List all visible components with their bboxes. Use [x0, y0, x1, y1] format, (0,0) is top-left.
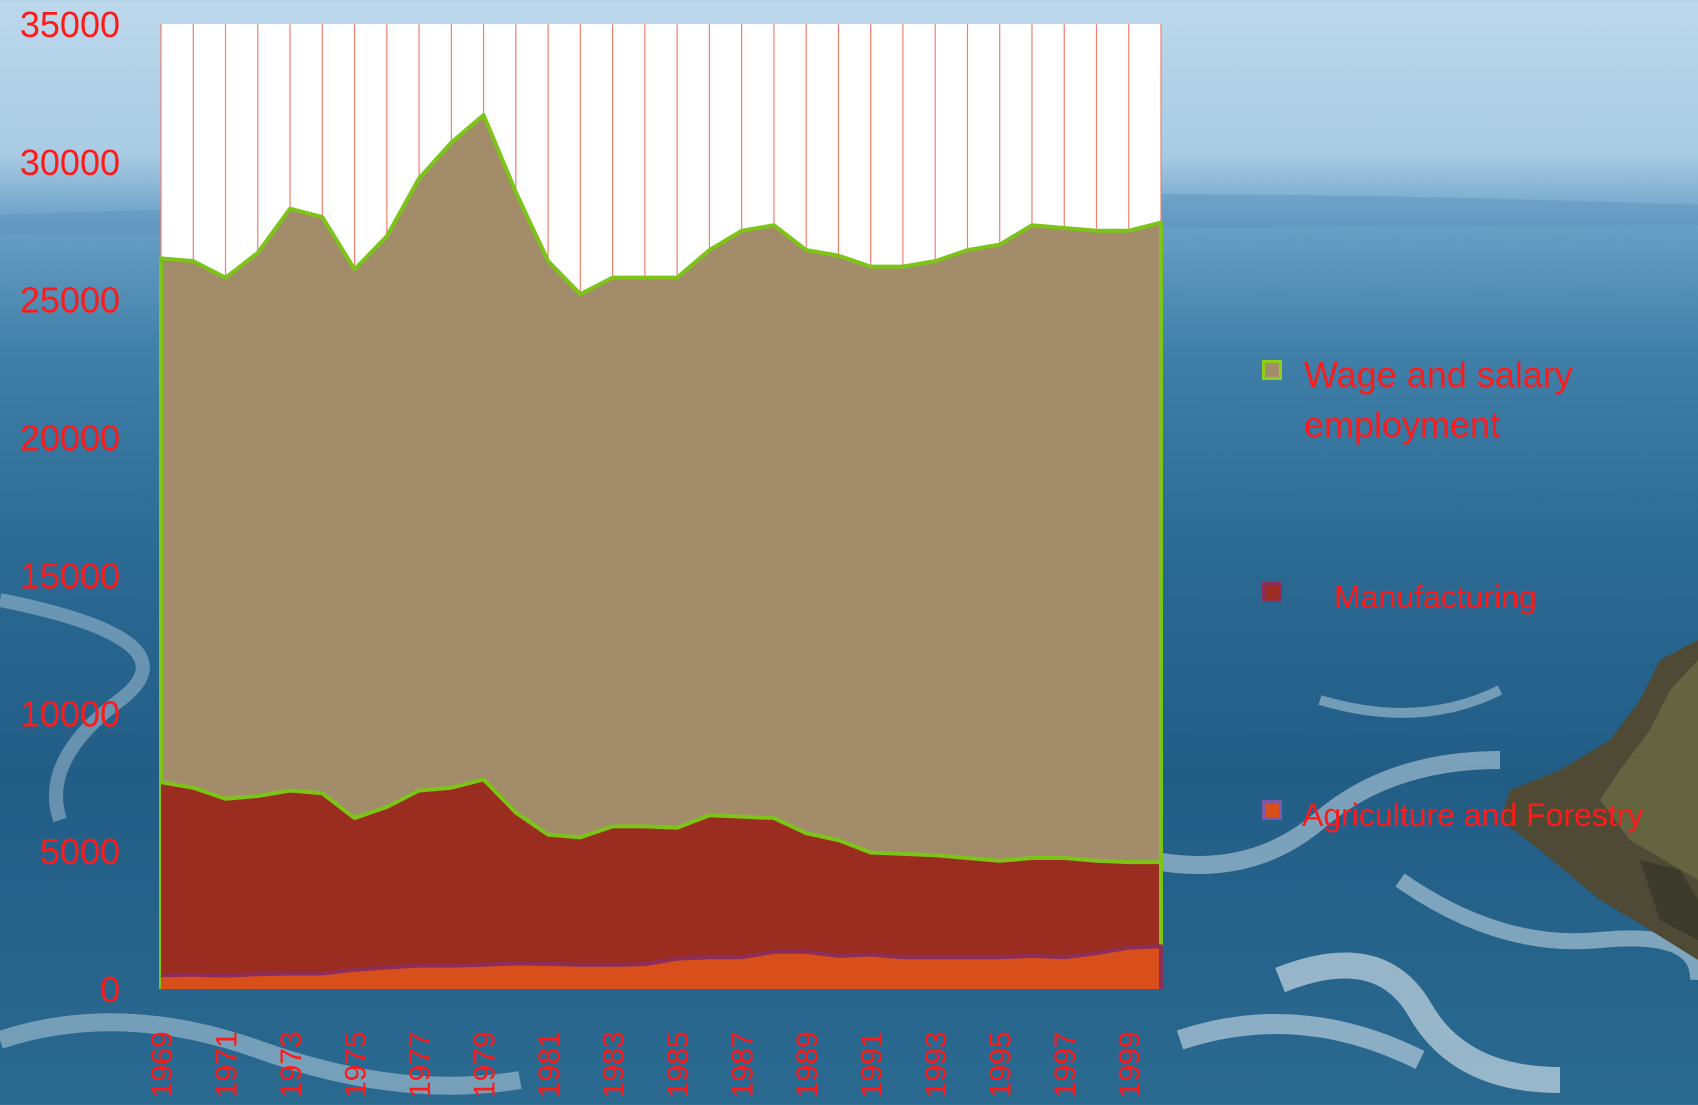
x-tick-label: 1999	[1114, 1031, 1147, 1098]
x-tick-label: 1985	[662, 1031, 695, 1098]
area-manufacturing	[161, 779, 1161, 989]
x-tick-label: 1979	[469, 1031, 502, 1098]
legend-swatch-manufacturing	[1262, 582, 1282, 602]
x-tick-label: 1983	[598, 1031, 631, 1098]
y-tick-label: 5000	[40, 831, 120, 872]
x-tick-label: 1997	[1049, 1031, 1082, 1098]
x-tick-label: 1981	[533, 1031, 566, 1098]
x-tick-label: 1973	[275, 1031, 308, 1098]
series-line	[160, 944, 1163, 989]
y-tick-label: 10000	[20, 693, 120, 734]
legend-swatch-agriculture-forestry	[1262, 800, 1282, 820]
series-line	[159, 112, 1163, 989]
legend-item-wage-salary: Wage and salary employment	[1262, 350, 1624, 450]
x-tick-label: 1995	[985, 1031, 1018, 1098]
x-tick-label: 1993	[920, 1031, 953, 1098]
y-tick-label: 25000	[20, 280, 120, 321]
y-tick-label: 15000	[20, 555, 120, 596]
x-tick-label: 1977	[404, 1031, 437, 1098]
area-wage-salary-employment	[161, 114, 1161, 989]
y-tick-label: 20000	[20, 418, 120, 459]
x-axis-tick-labels: 1969 1971 1973 1975 1977 1979 1981 1983 1985 1987…	[146, 1031, 1147, 1098]
x-tick-label: 1987	[727, 1031, 760, 1098]
chart-legend: Wage and salary employment Manufacturing…	[1262, 350, 1682, 833]
x-tick-label: 1989	[791, 1031, 824, 1098]
x-tick-label: 1975	[340, 1031, 373, 1098]
legend-swatch-wage-salary	[1262, 360, 1282, 380]
legend-label-agriculture-forestry: Agriculture and Forestry	[1302, 797, 1644, 833]
legend-item-agriculture-forestry: Agriculture and Forestry	[1262, 790, 1698, 840]
legend-label-wage-salary: Wage and salary employment	[1304, 354, 1573, 445]
legend-label-manufacturing: Manufacturing	[1334, 579, 1537, 615]
x-tick-label: 1969	[146, 1031, 179, 1098]
x-tick-label: 1971	[211, 1031, 244, 1098]
y-tick-label: 30000	[20, 142, 120, 183]
y-axis-tick-labels: 0 5000 10000 15000 20000 25000 30000 35000	[20, 4, 120, 1010]
area-series-group	[159, 112, 1163, 989]
area-agriculture-forestry	[161, 946, 1161, 989]
y-tick-label: 35000	[20, 4, 120, 45]
x-tick-label: 1991	[856, 1031, 889, 1098]
series-line	[160, 777, 1163, 989]
legend-item-manufacturing: Manufacturing	[1262, 572, 1654, 622]
y-tick-label: 0	[100, 969, 120, 1010]
